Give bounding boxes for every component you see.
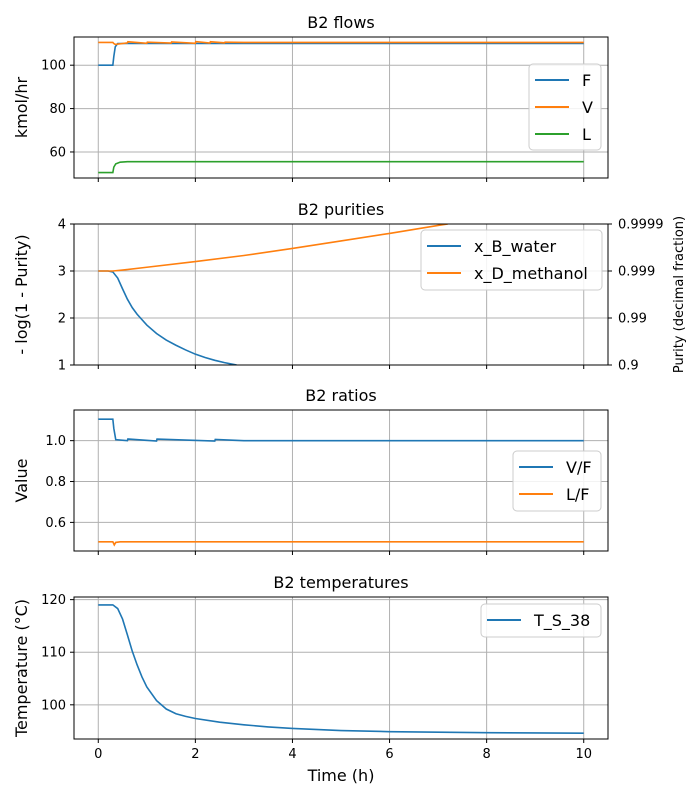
x-tick-label: 2 — [191, 747, 199, 762]
y-tick-label: 120 — [41, 593, 66, 608]
legend-label: F — [582, 71, 591, 90]
y-tick-label: 0.6 — [45, 516, 66, 531]
legend-label: L/F — [566, 485, 590, 504]
series-line-L/F — [98, 540, 584, 547]
legend-box — [480, 603, 602, 638]
y-tick-label: 60 — [49, 145, 66, 160]
y-tick-label: 100 — [41, 698, 66, 713]
y-axis-label: kmol/hr — [12, 76, 31, 138]
y-right-axis-label: Purity (decimal fraction) — [672, 216, 687, 373]
legend: V/F L/F — [512, 450, 602, 512]
y-right-tick-label: 0.9 — [618, 359, 639, 374]
y-tick-label: 4 — [58, 218, 66, 233]
y-tick-label: 100 — [41, 59, 66, 74]
chart-title: B2 flows — [307, 13, 375, 32]
series-line-F — [98, 42, 584, 66]
panel-4: 0 2 4 6 8 10 100 110 120 B2 temperatures Temperatu… — [12, 573, 609, 785]
series-line-V/F — [98, 418, 584, 442]
y-tick-label: 1.0 — [45, 434, 66, 449]
y-tick-label: 0.8 — [45, 475, 66, 490]
series-line-T_S_38 — [98, 604, 584, 735]
panel-2: 1 2 3 4 0.9 0.99 0.999 0.9999 Purity (decimal fr… — [12, 200, 687, 374]
series-line-V — [98, 40, 584, 46]
x-tick-label: 10 — [575, 747, 592, 762]
plot-frame — [73, 223, 609, 366]
chart-title: B2 purities — [298, 200, 384, 219]
x-axis-label: Time (h) — [307, 766, 375, 785]
y-axis-label: Temperature (°C) — [12, 599, 31, 738]
x-tick-label: 0 — [94, 747, 102, 762]
legend-label: x_B_water — [474, 237, 556, 257]
x-tick-label: 8 — [482, 747, 490, 762]
legend-label: L — [582, 125, 591, 144]
y-tick-label: 3 — [58, 265, 66, 280]
plot-frame — [73, 409, 609, 552]
plot-frame — [73, 36, 609, 179]
y-axis-label: - log(1 - Purity) — [12, 234, 31, 354]
chart-title: B2 ratios — [305, 386, 376, 405]
legend: FVL — [528, 63, 602, 151]
y-axis-label: Value — [12, 459, 31, 503]
chart-title: B2 temperatures — [273, 573, 408, 592]
y-tick-label: 80 — [49, 102, 66, 117]
plot-frame — [73, 596, 609, 740]
y-tick-label: 110 — [41, 646, 66, 661]
y-right-tick-label: 0.9999 — [618, 218, 664, 233]
series-line-x_D_methanol — [98, 224, 448, 272]
legend-label: T_S_38 — [533, 611, 590, 631]
legend-box — [420, 229, 603, 291]
legend-label: V/F — [566, 458, 592, 477]
x-tick-label: 6 — [385, 747, 393, 762]
y-right-tick-label: 0.99 — [618, 312, 647, 327]
legend: x_B_water x_D_methanol — [420, 229, 603, 291]
x-tick-label: 4 — [288, 747, 296, 762]
legend: T_S_38 — [480, 603, 602, 638]
y-right-tick-label: 0.999 — [618, 265, 655, 280]
legend-label: V — [582, 98, 593, 117]
series-line-x_B_water — [98, 270, 237, 365]
panel-3: 0.6 0.8 1.0 B2 ratios Value V/F L/F — [12, 386, 609, 555]
panel-1: 60 80 100 B2 flows kmol/hr FVL — [12, 13, 609, 182]
y-tick-label: 2 — [58, 312, 66, 327]
series-line-L — [98, 160, 584, 174]
legend-label: x_D_methanol — [474, 264, 588, 284]
y-tick-label: 1 — [58, 359, 66, 374]
